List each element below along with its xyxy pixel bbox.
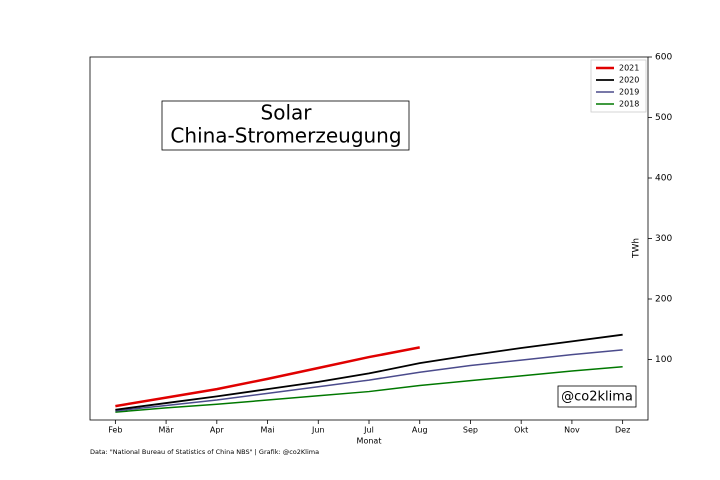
y-tick-label: 600	[655, 53, 672, 63]
legend-label: 2018	[619, 100, 639, 109]
chart-title: Solar	[261, 101, 313, 125]
source-note: Data: "National Bureau of Statistics of …	[90, 448, 319, 456]
series-line	[115, 349, 623, 412]
x-tick-label: Nov	[564, 426, 580, 435]
y-tick-label: 200	[655, 295, 672, 305]
title-box	[161, 100, 410, 151]
x-tick-label: Mär	[159, 426, 175, 435]
y-tick-label: 300	[655, 234, 672, 244]
x-tick-label: Sep	[463, 426, 478, 435]
series-line	[115, 346, 420, 408]
y-tick-label: 100	[655, 355, 672, 365]
legend-label: 2019	[619, 88, 639, 97]
legend-label: 2020	[619, 76, 639, 85]
series-line	[115, 333, 623, 411]
y-tick-label: 400	[655, 174, 672, 184]
x-tick-label: Jul	[363, 426, 374, 435]
x-tick-label: Mai	[261, 426, 275, 435]
chart-subtitle: China-Stromerzeugung	[170, 124, 401, 148]
y-tick-label: 500	[655, 113, 672, 123]
x-tick-label: Aug	[412, 426, 428, 435]
x-tick-label: Apr	[210, 426, 225, 435]
y-axis-label: TWh	[632, 238, 642, 259]
x-tick-label: Jun	[311, 426, 325, 435]
series-line	[115, 366, 623, 413]
x-tick-label: Okt	[514, 426, 528, 435]
annotation-box	[557, 385, 637, 408]
legend-label: 2021	[619, 64, 639, 73]
annotation: @co2klima	[561, 390, 633, 405]
x-tick-label: Feb	[108, 426, 122, 435]
x-tick-label: Dez	[615, 426, 630, 435]
x-axis-label: Monat	[357, 437, 382, 446]
